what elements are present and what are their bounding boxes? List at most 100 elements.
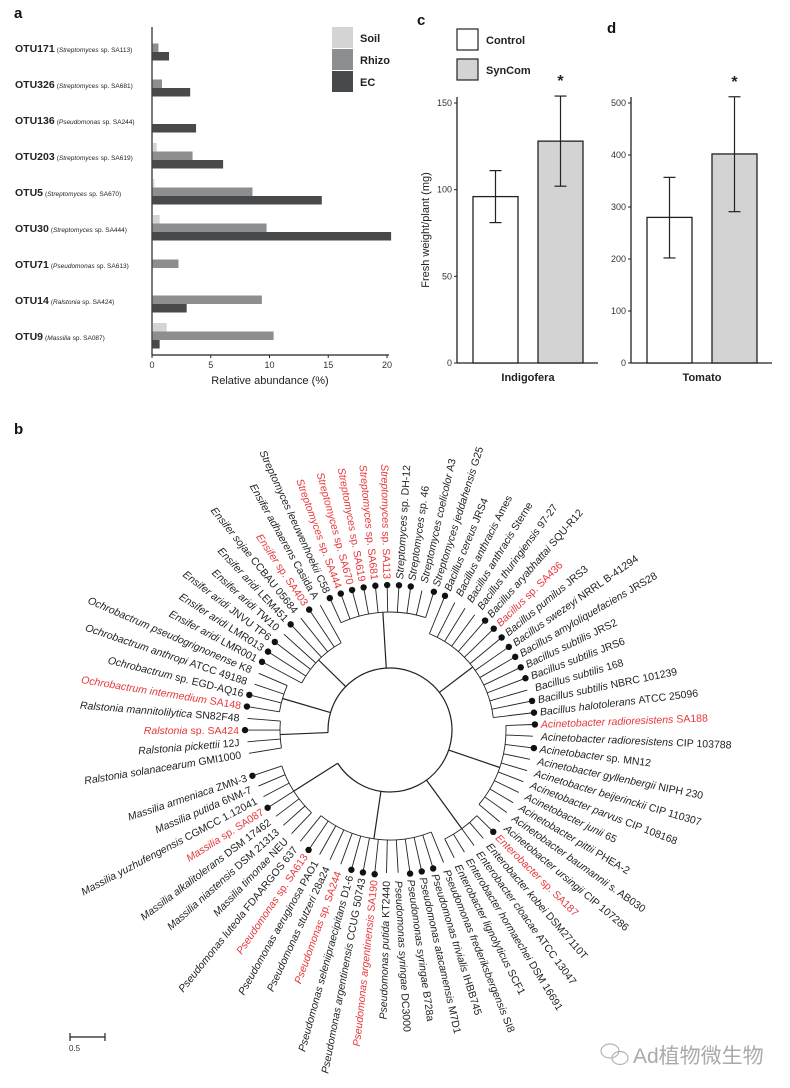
x-axis-label: Indigofera <box>501 372 555 384</box>
y-tick-label: 500 <box>611 98 626 108</box>
tree-tip-dot <box>498 634 505 641</box>
bar-rhizo <box>152 43 159 52</box>
bar-soil <box>152 215 160 224</box>
leaf-strain: 12J <box>222 737 240 750</box>
tree-branch <box>263 662 302 684</box>
leaf-strain: KT2440 <box>380 881 393 918</box>
leaf-strain: sp. 46 <box>416 485 432 515</box>
scale-bar: 0.5 <box>69 1033 106 1053</box>
tree-branch <box>430 831 444 863</box>
leaf-strain: SCF1 <box>505 967 528 997</box>
panel-letter-d: d <box>607 20 616 37</box>
tree-clade-stem <box>438 666 474 693</box>
otu-paren: ) <box>112 299 114 306</box>
otu-strain: sp. SA444 <box>95 227 125 234</box>
leaf-strain: sp. SA113 <box>379 531 392 579</box>
panel-c-indigofera-chart: 0 50 100 150 * Indigofera Fresh weight/plant (… <box>420 28 598 384</box>
leaf-taxon: Acinetobacter radioresistens <box>540 731 675 749</box>
leaf-strain: sp. SA424 <box>191 725 240 737</box>
otu-paren: ( <box>45 191 48 198</box>
bar-soil <box>152 143 157 152</box>
tree-branch <box>269 790 295 808</box>
otu-paren: ( <box>51 299 54 306</box>
otu-taxon: Streptomyces <box>59 155 99 162</box>
tree-branch <box>493 712 533 718</box>
leaf-strain: sp. SA681 <box>363 531 380 581</box>
tree-branch <box>413 837 422 870</box>
tree-branch <box>329 829 345 861</box>
otu-id: OTU136 <box>15 115 55 127</box>
leaf-taxon: Streptomyces <box>356 464 375 530</box>
bar-ec <box>152 124 197 133</box>
panel-letter-b: b <box>14 421 23 438</box>
tree-tip-dot <box>383 581 391 589</box>
leaf-strain: DC3000 <box>398 993 412 1032</box>
bar-ec <box>152 304 187 313</box>
tree-tip-dot <box>348 866 355 873</box>
tree-tip-dot <box>243 703 251 710</box>
tree-branch <box>283 633 317 664</box>
y-tick-label: 100 <box>611 306 626 316</box>
legend-swatch-syncom <box>456 58 479 81</box>
tree-tip-dot <box>528 697 536 705</box>
tree-leaf-label: Ralstonia sp. SA424 <box>144 725 239 737</box>
leaf-strain: D1-6 <box>339 874 357 899</box>
tree-leaf-label: Streptomyces sp. SA113 <box>378 464 392 579</box>
otu-strain: sp. SA113 <box>101 47 131 54</box>
tree-tip-dot <box>441 592 449 600</box>
panel-d-tomato-chart: 0 100 200 300 400 500 * Tomato <box>611 74 772 384</box>
tree-branch <box>422 834 434 867</box>
y-tick-label: 300 <box>611 202 626 212</box>
otu-id: OTU9 <box>15 331 43 343</box>
leaf-strain: SA148 <box>209 695 242 712</box>
legend-swatch-rhizo <box>332 49 353 70</box>
tree-branch <box>457 621 485 652</box>
tree-tip-dot <box>249 772 256 779</box>
otu-strain: sp. SA670 <box>89 191 119 198</box>
bar-rhizo <box>152 331 274 340</box>
leaf-strain: G25 <box>469 445 486 468</box>
tree-branch <box>503 753 531 760</box>
legend-swatch-soil <box>332 27 353 48</box>
tree-branch <box>319 604 342 643</box>
x-tick-label: 0 <box>149 360 154 370</box>
tree-branch <box>415 590 423 616</box>
otu-id: OTU203 <box>15 151 55 163</box>
tree-branch <box>275 798 300 817</box>
otu-taxon: Streptomyces <box>53 227 93 234</box>
tree-branch <box>444 608 466 642</box>
bar-ec <box>152 196 322 205</box>
bar-control <box>472 195 519 364</box>
leaf-strain: JRS4 <box>470 496 491 524</box>
leaf-strain: SN82F48 <box>195 709 240 725</box>
x-tick-label: 5 <box>208 360 213 370</box>
watermark: Ad植物微生物 <box>600 1043 764 1068</box>
significance-star: * <box>731 74 738 91</box>
tree-branch <box>375 587 379 613</box>
tree-branch <box>248 706 280 713</box>
y-tick-label: 400 <box>611 150 626 160</box>
bar-ec <box>152 160 224 169</box>
tree-branch <box>491 700 531 710</box>
tree-branch <box>489 788 514 804</box>
otu-strain: sp. SA244 <box>102 119 132 126</box>
leaf-strain: B728a <box>420 990 436 1022</box>
otu-strain: sp. SA087 <box>73 335 103 342</box>
leaf-strain: sp. DH-12 <box>398 465 413 513</box>
panel-letter-a: a <box>14 5 23 22</box>
tree-clade-stem <box>425 779 463 830</box>
tree-branch <box>474 647 508 671</box>
otu-label: OTU9 (Massilia sp. SA087) <box>15 331 105 343</box>
leaf-strain: Ames <box>492 494 515 523</box>
scale-bar-label: 0.5 <box>69 1044 81 1053</box>
tree-branch <box>330 599 342 623</box>
y-tick-label: 200 <box>611 254 626 264</box>
tree-branch <box>489 689 528 702</box>
leaf-strain: 65 <box>603 830 619 846</box>
otu-strain: sp. SA619 <box>101 155 131 162</box>
otu-label: OTU14 (Ralstonia sp. SA424) <box>15 295 114 307</box>
leaf-strain: GMI1000 <box>198 749 243 768</box>
bar-ec <box>152 88 191 97</box>
